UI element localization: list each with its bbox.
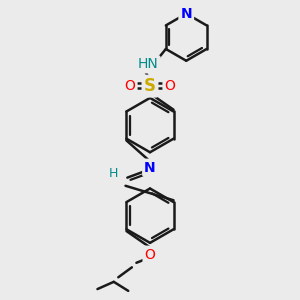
Text: N: N: [144, 161, 156, 175]
Text: O: O: [124, 79, 136, 93]
Text: S: S: [144, 77, 156, 95]
Text: O: O: [164, 79, 175, 93]
Text: H: H: [109, 167, 119, 180]
Text: N: N: [180, 7, 192, 21]
Text: HN: HN: [138, 57, 159, 71]
Text: O: O: [145, 248, 155, 262]
